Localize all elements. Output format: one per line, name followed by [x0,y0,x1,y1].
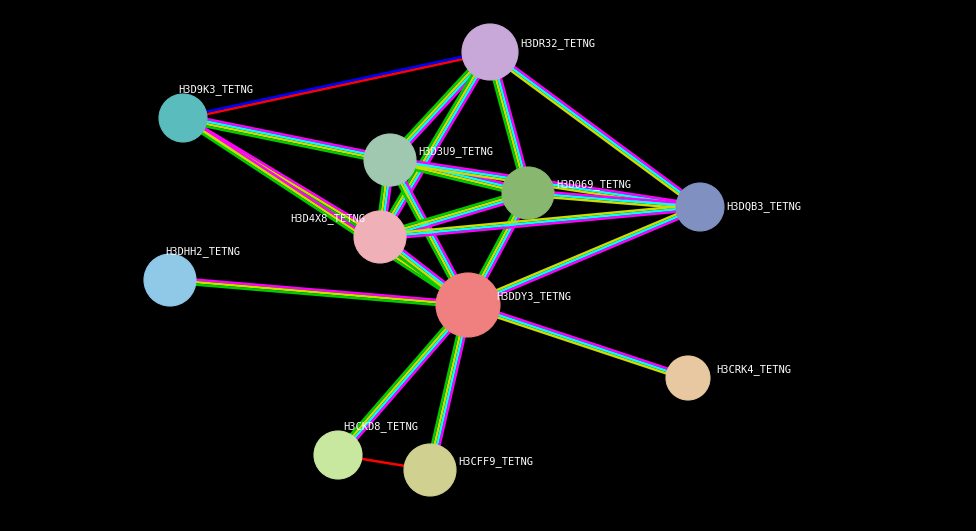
Circle shape [404,444,456,496]
Text: H3DDY3_TETNG: H3DDY3_TETNG [496,292,571,303]
Text: H3DQB3_TETNG: H3DQB3_TETNG [726,202,801,212]
Circle shape [666,356,710,400]
Text: H3CFF9_TETNG: H3CFF9_TETNG [458,457,533,467]
Circle shape [159,94,207,142]
Text: H3D4X8_TETNG: H3D4X8_TETNG [290,213,365,225]
Text: H3CRK4_TETNG: H3CRK4_TETNG [716,365,791,375]
Circle shape [364,134,416,186]
Text: H3D069_TETNG: H3D069_TETNG [556,179,631,191]
Circle shape [676,183,724,231]
Text: H3D9K3_TETNG: H3D9K3_TETNG [178,84,253,96]
Text: H3D3U9_TETNG: H3D3U9_TETNG [418,147,493,158]
Circle shape [144,254,196,306]
Circle shape [436,273,500,337]
Circle shape [502,167,554,219]
Text: H3CKD8_TETNG: H3CKD8_TETNG [343,422,418,432]
Text: H3DHH2_TETNG: H3DHH2_TETNG [165,246,240,258]
Circle shape [354,211,406,263]
Text: H3DR32_TETNG: H3DR32_TETNG [520,39,595,49]
Circle shape [462,24,518,80]
Circle shape [314,431,362,479]
